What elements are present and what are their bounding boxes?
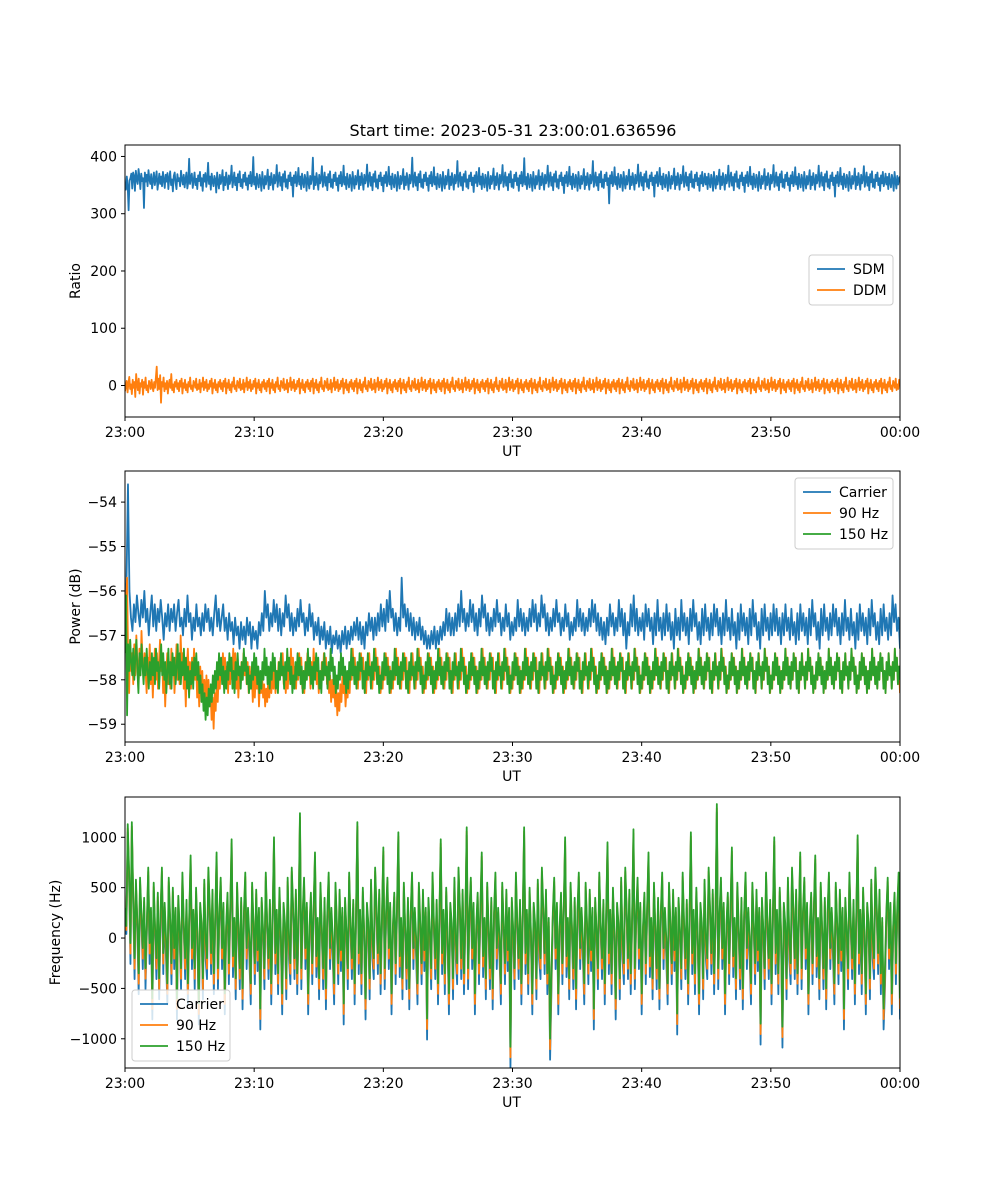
legend: Carrier 90 Hz 150 Hz — [131, 989, 231, 1062]
x-tick-label: 00:00 — [880, 750, 920, 766]
chart-panel-1: 23:00 23:10 23:20 23:30 23:40 23:50 00:00 UT 0 10… — [68, 144, 920, 460]
y-tick-label: 0 — [108, 379, 117, 395]
y-tick-label: 200 — [90, 264, 117, 280]
x-axis-label: UT — [502, 1095, 521, 1111]
y-tick-label: −58 — [87, 673, 117, 689]
y-axis-label: Power (dB) — [68, 568, 84, 644]
series-line-150-hz — [125, 803, 900, 1048]
x-tick-label: 23:40 — [621, 425, 661, 441]
y-tick-label: 300 — [90, 207, 117, 223]
x-tick-label: 23:30 — [492, 750, 532, 766]
y-tick-label: −56 — [87, 584, 117, 600]
legend-label: 90 Hz — [176, 1018, 216, 1034]
series-line-150-hz — [125, 594, 900, 721]
chart-panel-3: 23:00 23:10 23:20 23:30 23:40 23:50 00:00 UT −10… — [48, 796, 920, 1111]
series-line-ddm — [125, 365, 900, 404]
y-axis-label: Ratio — [68, 263, 84, 299]
x-tick-label: 23:40 — [621, 1076, 661, 1092]
y-tick-label: −1000 — [70, 1032, 117, 1048]
x-tick-label: 23:20 — [363, 425, 403, 441]
y-tick-label: −59 — [87, 717, 117, 733]
x-axis-label: UT — [502, 444, 521, 460]
series-line-carrier — [125, 483, 900, 655]
x-tick-label: 23:00 — [105, 1076, 145, 1092]
x-tick-label: 23:20 — [363, 1076, 403, 1092]
x-tick-label: 23:50 — [751, 425, 791, 441]
x-tick-label: 00:00 — [880, 425, 920, 441]
x-tick-label: 23:10 — [234, 425, 274, 441]
y-tick-label: −55 — [87, 540, 117, 556]
x-tick-label: 23:50 — [751, 750, 791, 766]
x-tick-label: 23:00 — [105, 425, 145, 441]
x-tick-label: 23:10 — [234, 750, 274, 766]
x-tick-label: 23:10 — [234, 1076, 274, 1092]
x-tick-label: 23:40 — [621, 750, 661, 766]
y-tick-label: 100 — [90, 321, 117, 337]
y-tick-label: −57 — [87, 628, 117, 644]
x-tick-label: 00:00 — [880, 1076, 920, 1092]
plot-area-3 — [125, 803, 900, 1068]
chart-panels: 23:00 23:10 23:20 23:30 23:40 23:50 00:00 UT 0 10… — [48, 144, 920, 1111]
legend-box — [131, 989, 231, 1062]
legend-label: Carrier — [839, 485, 887, 501]
legend-label: 90 Hz — [839, 506, 879, 522]
legend: Carrier 90 Hz 150 Hz — [794, 477, 894, 550]
y-axis-label: Frequency (Hz) — [48, 880, 64, 986]
legend-label: 150 Hz — [176, 1039, 225, 1055]
legend-label: Carrier — [176, 997, 224, 1013]
y-tick-label: 500 — [90, 881, 117, 897]
legend-box — [808, 254, 894, 306]
chart-panel-2: 23:00 23:10 23:20 23:30 23:40 23:50 00:00 UT −59… — [68, 470, 920, 785]
x-tick-label: 23:30 — [492, 1076, 532, 1092]
plot-area-2 — [125, 483, 900, 730]
x-tick-label: 23:50 — [751, 1076, 791, 1092]
legend-label: 150 Hz — [839, 527, 888, 543]
series-line-sdm — [125, 156, 900, 212]
x-tick-label: 23:30 — [492, 425, 532, 441]
legend-box — [794, 477, 894, 550]
legend: SDM DDM — [808, 254, 894, 306]
y-tick-label: −54 — [87, 495, 117, 511]
legend-label: DDM — [853, 283, 887, 299]
figure-title: Start time: 2023-05-31 23:00:01.636596 — [350, 121, 677, 140]
y-tick-label: 400 — [90, 149, 117, 165]
y-tick-label: 0 — [108, 931, 117, 947]
x-tick-label: 23:20 — [363, 750, 403, 766]
x-axis-label: UT — [502, 769, 521, 785]
y-tick-label: −500 — [79, 981, 117, 997]
plot-area-1 — [125, 156, 900, 404]
y-tick-label: 1000 — [81, 830, 117, 846]
legend-label: SDM — [853, 262, 885, 278]
x-tick-label: 23:00 — [105, 750, 145, 766]
